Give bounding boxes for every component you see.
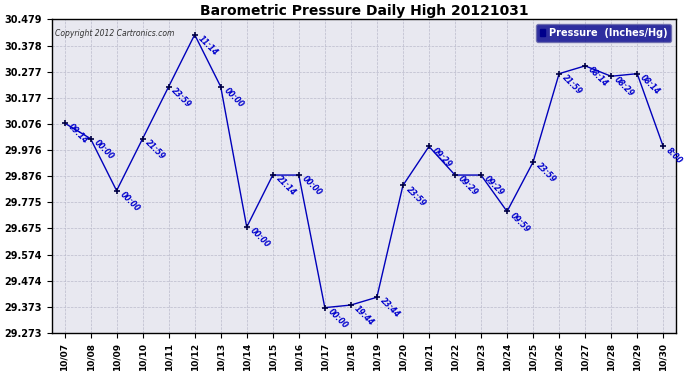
Text: 00:00: 00:00 (118, 190, 141, 213)
Text: 00:00: 00:00 (222, 86, 246, 109)
Legend: Pressure  (Inches/Hg): Pressure (Inches/Hg) (536, 24, 671, 42)
Text: 21:59: 21:59 (560, 73, 584, 96)
Text: 08:29: 08:29 (613, 75, 635, 99)
Text: 08:14: 08:14 (638, 73, 662, 96)
Text: 11:14: 11:14 (196, 34, 219, 57)
Text: 00:00: 00:00 (326, 307, 349, 330)
Text: 09:29: 09:29 (431, 146, 453, 169)
Text: 19:44: 19:44 (352, 304, 375, 328)
Text: 8:00: 8:00 (664, 146, 684, 165)
Text: 09:29: 09:29 (482, 174, 506, 198)
Text: 23:59: 23:59 (404, 184, 428, 208)
Text: 09:29: 09:29 (456, 174, 480, 198)
Text: 00:00: 00:00 (92, 138, 115, 161)
Text: 21:14: 21:14 (274, 174, 297, 198)
Text: 23:59: 23:59 (170, 86, 193, 109)
Text: 23:59: 23:59 (534, 161, 558, 184)
Text: 08:14: 08:14 (586, 65, 610, 88)
Title: Barometric Pressure Daily High 20121031: Barometric Pressure Daily High 20121031 (199, 4, 528, 18)
Text: 23:44: 23:44 (378, 297, 402, 320)
Text: 21:59: 21:59 (144, 138, 167, 161)
Text: 00:00: 00:00 (248, 226, 271, 250)
Text: 09:14: 09:14 (66, 122, 89, 146)
Text: Copyright 2012 Cartronics.com: Copyright 2012 Cartronics.com (55, 29, 174, 38)
Text: 00:00: 00:00 (300, 174, 324, 198)
Text: 09:59: 09:59 (509, 211, 532, 234)
